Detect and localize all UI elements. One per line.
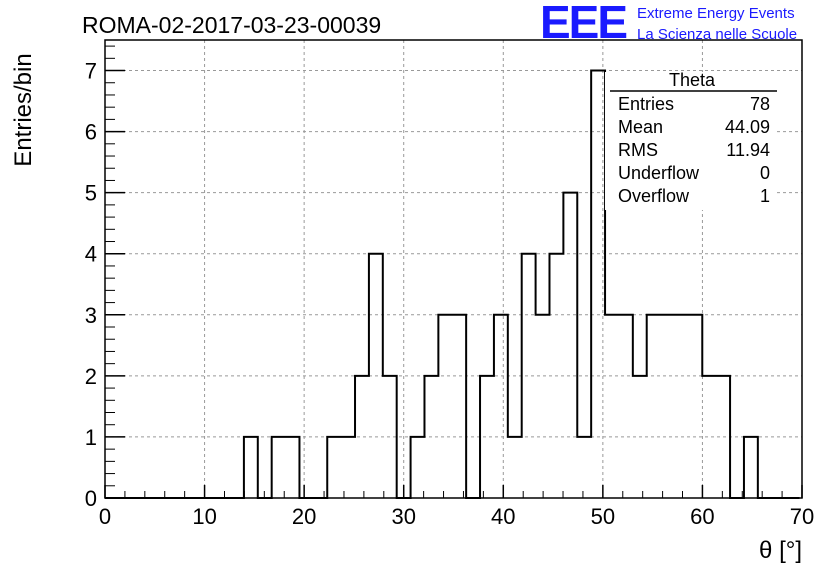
- stats-label-overflow: Overflow: [618, 186, 690, 206]
- x-tick-label: 40: [491, 504, 515, 529]
- histogram-bin: [327, 437, 341, 498]
- histogram-bin: [411, 437, 425, 498]
- stats-label-underflow: Underflow: [618, 163, 700, 183]
- histogram-bin: [647, 315, 661, 498]
- stats-value-rms: 11.94: [726, 140, 770, 160]
- histogram-bin: [688, 315, 702, 498]
- y-tick-label: 2: [85, 364, 97, 389]
- y-tick-label: 1: [85, 425, 97, 450]
- histogram-bin: [605, 315, 619, 498]
- histogram-bin: [661, 315, 675, 498]
- y-tick-label: 0: [85, 486, 97, 511]
- histogram-bin: [563, 193, 577, 498]
- stats-value-underflow: 0: [760, 163, 770, 183]
- x-tick-label: 0: [99, 504, 111, 529]
- histogram-bin: [452, 315, 466, 498]
- x-tick-label: 60: [690, 504, 714, 529]
- x-tick-label: 70: [790, 504, 814, 529]
- stats-label-rms: RMS: [618, 140, 658, 160]
- histogram-bin: [272, 437, 286, 498]
- histogram-bin: [244, 437, 258, 498]
- run-title: ROMA-02-2017-03-23-00039: [82, 12, 381, 38]
- histogram-bin: [744, 437, 758, 498]
- y-tick-label: 3: [85, 303, 97, 328]
- stats-value-entries: 78: [750, 94, 770, 114]
- grid: [105, 40, 802, 498]
- histogram-bin: [536, 315, 550, 498]
- plot-frame: [104, 39, 803, 499]
- logo-line-1: Extreme Energy Events: [637, 5, 795, 22]
- x-axis-label: θ [°]: [759, 537, 802, 564]
- stats-label-mean: Mean: [618, 117, 663, 137]
- stats-value-overflow: 1: [760, 186, 770, 206]
- stats-title: Theta: [669, 70, 716, 90]
- histogram-bin: [619, 315, 633, 498]
- x-tick-label: 30: [391, 504, 415, 529]
- x-tick-label: 50: [591, 504, 615, 529]
- eee-logo: EEE: [540, 0, 626, 48]
- histogram-bin: [438, 315, 452, 498]
- y-axis-label: Entries/bin: [10, 53, 37, 166]
- histogram-bin: [286, 437, 300, 498]
- y-tick-label: 4: [85, 242, 97, 267]
- histogram-bin: [341, 437, 355, 498]
- y-tick-label: 5: [85, 181, 97, 206]
- x-tick-label: 10: [192, 504, 216, 529]
- histogram-bin: [591, 71, 605, 498]
- y-tick-label: 7: [85, 59, 97, 84]
- histogram-bin: [702, 376, 716, 498]
- x-tick-label: 20: [292, 504, 316, 529]
- stats-value-mean: 44.09: [725, 117, 770, 137]
- histogram-bin: [674, 315, 688, 498]
- histogram-bin: [494, 315, 508, 498]
- stats-label-entries: Entries: [618, 94, 674, 114]
- histogram-bin: [577, 437, 591, 498]
- histogram-bin: [508, 437, 522, 498]
- y-tick-label: 6: [85, 120, 97, 145]
- stats-box: Theta Entries 78 Mean 44.09 RMS 11.94 Un…: [605, 70, 777, 210]
- logo-line-2: La Scienza nelle Scuole: [637, 26, 797, 43]
